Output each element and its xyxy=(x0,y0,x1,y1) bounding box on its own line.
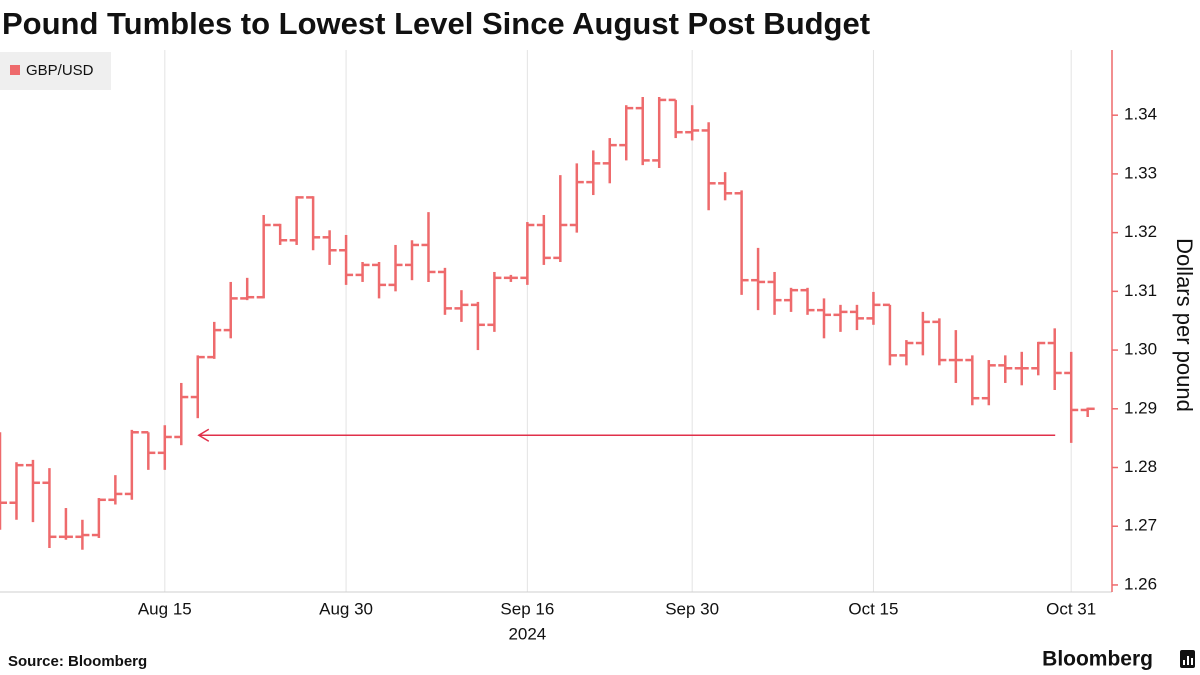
ohlc-bar xyxy=(223,281,238,339)
ohlc-bar xyxy=(536,215,551,265)
legend-swatch xyxy=(10,65,20,75)
reference-arrow xyxy=(197,428,1056,442)
ohlc-bar xyxy=(25,459,40,523)
ohlc-bar xyxy=(602,138,617,184)
y-tick-label: 1.28 xyxy=(1124,457,1157,476)
ohlc-bar xyxy=(767,271,782,315)
ohlc-bar xyxy=(1064,351,1079,443)
ohlc-bar xyxy=(784,287,799,312)
ohlc-bar xyxy=(405,240,419,281)
ohlc-bar xyxy=(9,462,24,520)
ohlc-bar xyxy=(817,298,831,339)
ohlc-bar xyxy=(503,274,518,282)
ohlc-bar xyxy=(800,287,815,315)
x-tick-label: Aug 15 xyxy=(138,599,192,618)
x-tick-label: Oct 15 xyxy=(848,599,898,618)
ohlc-bar xyxy=(322,230,337,265)
ohlc-bar xyxy=(372,261,387,299)
ohlc-bar xyxy=(981,360,996,406)
y-tick-label: 1.27 xyxy=(1124,516,1157,535)
y-tick-label: 1.34 xyxy=(1124,105,1157,124)
ohlc-bar xyxy=(998,355,1013,383)
ohlc-bar xyxy=(421,212,436,282)
ohlc-bar xyxy=(849,304,864,331)
ohlc-bar xyxy=(124,429,139,500)
ohlc-bar xyxy=(190,355,205,419)
ohlc-bar xyxy=(487,271,502,332)
ohlc-bar xyxy=(1047,328,1062,390)
x-tick-label: Aug 30 xyxy=(319,599,373,618)
source: Source: Bloomberg xyxy=(8,653,147,670)
ohlc-bar xyxy=(652,96,667,169)
ohlc-bar xyxy=(0,432,7,530)
ohlc-bar xyxy=(388,244,403,292)
ohlc-bar xyxy=(157,425,172,470)
chart-title: Pound Tumbles to Lowest Level Since Augu… xyxy=(2,6,870,41)
y-tick-label: 1.30 xyxy=(1124,340,1157,359)
ohlc-bar xyxy=(289,196,304,245)
ohlc-bar xyxy=(899,340,914,366)
ohlc-bar xyxy=(108,475,123,505)
ohlc-bar xyxy=(256,215,271,299)
y-tick-label: 1.31 xyxy=(1124,281,1157,300)
ohlc-bar xyxy=(42,468,57,548)
brand: Bloomberg xyxy=(1042,648,1153,671)
ohlc-bar xyxy=(718,172,733,201)
y-tick-label: 1.29 xyxy=(1124,398,1157,417)
ohlc-bar xyxy=(1014,351,1029,386)
ohlc-bar xyxy=(141,431,156,470)
ohlc-bar xyxy=(569,163,584,233)
ohlc-bar xyxy=(948,330,963,383)
ohlc-bar xyxy=(174,382,189,446)
ohlc-bar xyxy=(339,234,354,285)
ohlc-bar xyxy=(866,291,881,325)
ohlc-bar xyxy=(91,498,106,538)
ohlc-bar xyxy=(454,290,469,322)
ohlc-bar xyxy=(520,222,535,285)
ohlc-bar xyxy=(635,96,650,166)
ohlc-bar xyxy=(965,355,980,406)
ohlc-bar xyxy=(751,247,766,311)
ohlc-bar xyxy=(58,508,73,540)
ohlc-bar xyxy=(685,105,700,141)
ohlc-bar xyxy=(75,519,90,550)
ohlc-bar xyxy=(553,175,568,262)
ohlc-bar xyxy=(668,98,683,139)
ohlc-bar xyxy=(437,267,452,315)
ohlc-bar xyxy=(1080,407,1095,418)
legend-label: GBP/USD xyxy=(26,62,94,79)
x-tick-label: Sep 16 xyxy=(500,599,554,618)
ohlc-bar xyxy=(932,318,947,366)
x-tick-label: Oct 31 xyxy=(1046,599,1096,618)
ohlc-bar xyxy=(240,277,255,301)
ohlc-bar xyxy=(470,301,485,351)
arrow-head xyxy=(197,428,210,442)
y-tick-label: 1.33 xyxy=(1124,163,1157,182)
ohlc-bar xyxy=(734,190,749,295)
brand-icon xyxy=(1180,650,1195,668)
ohlc-bar xyxy=(207,321,222,359)
ohlc-bar xyxy=(882,303,897,366)
ohlc-bar xyxy=(306,196,321,251)
ohlc-bar xyxy=(355,261,370,282)
ohlc-bar xyxy=(586,150,601,196)
ohlc-bar xyxy=(1031,341,1046,376)
y-axis-label: Dollars per pound xyxy=(1172,238,1197,412)
ohlc-bar xyxy=(833,304,848,332)
y-tick-label: 1.32 xyxy=(1124,222,1157,241)
x-year-label: 2024 xyxy=(508,624,546,643)
ohlc-bar xyxy=(619,105,634,161)
ohlc-bar xyxy=(701,122,716,211)
ohlc-bar xyxy=(915,311,930,356)
ohlc-bar xyxy=(273,223,288,245)
x-tick-label: Sep 30 xyxy=(665,599,719,618)
y-tick-label: 1.26 xyxy=(1124,574,1157,593)
